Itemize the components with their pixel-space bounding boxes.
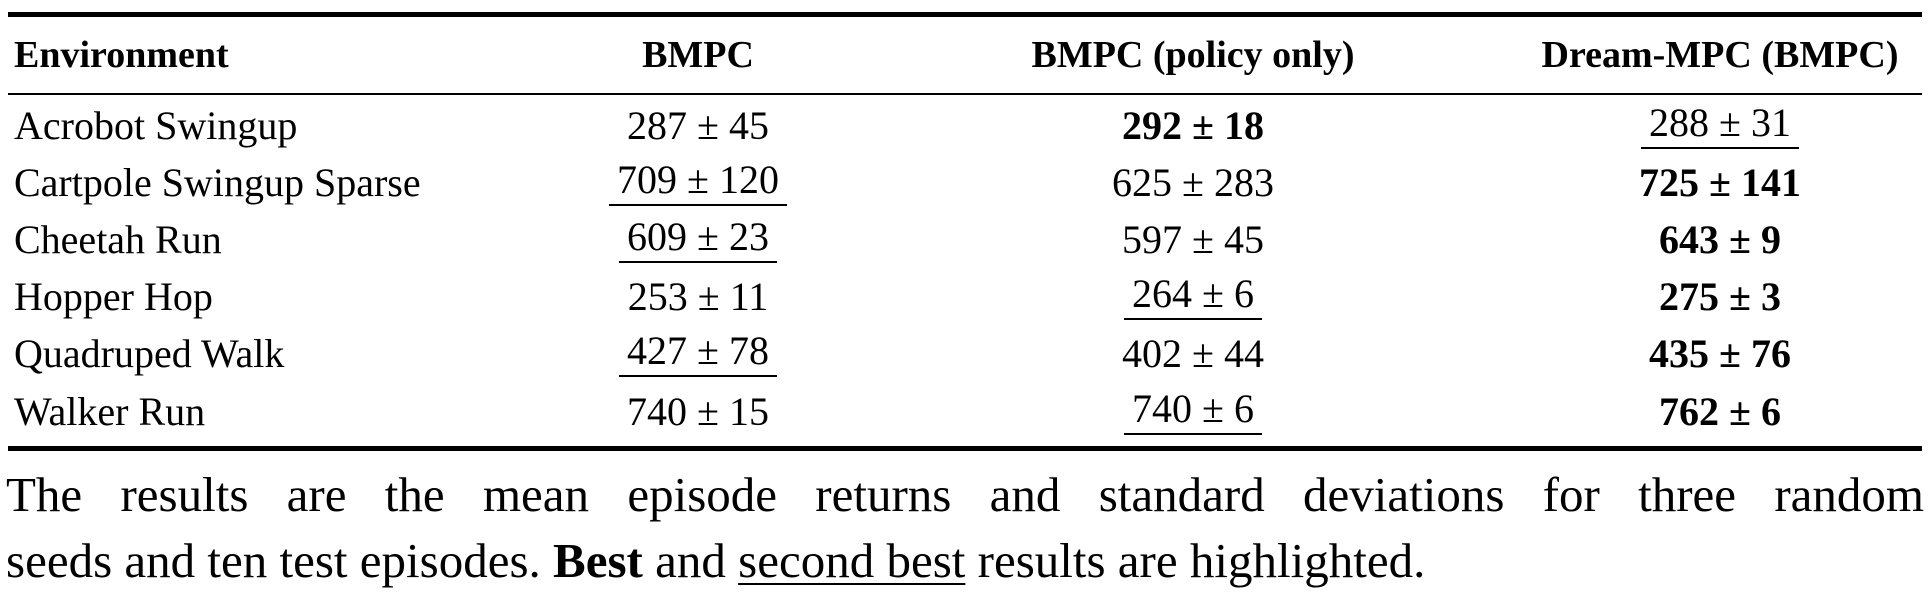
header-bmpc-policy-only: BMPC (policy only) <box>868 14 1518 95</box>
row-environment: Acrobot Swingup <box>14 102 298 148</box>
caption-line-2: seeds and ten test episodes. Best and se… <box>6 528 1924 594</box>
cell-bmpc: 609 ± 23 <box>528 211 868 268</box>
value-bmpc-policy-only: 625 ± 283 <box>1112 159 1274 205</box>
caption-text-post: results are highlighted. <box>977 533 1426 588</box>
row-environment: Cheetah Run <box>14 216 222 262</box>
header-bmpc: BMPC <box>528 14 868 95</box>
value-dream-mpc: 725 ± 141 <box>1639 159 1801 205</box>
cell-dream-mpc: 275 ± 3 <box>1518 268 1922 325</box>
header-environment: Environment <box>8 14 528 95</box>
cell-dream-mpc: 288 ± 31 <box>1518 94 1922 154</box>
value-dream-mpc: 288 ± 31 <box>1641 102 1799 149</box>
cell-dream-mpc: 725 ± 141 <box>1518 154 1922 211</box>
cell-bmpc-policy-only: 402 ± 44 <box>868 325 1518 382</box>
row-environment: Hopper Hop <box>14 273 213 319</box>
row-environment: Quadruped Walk <box>14 330 285 376</box>
cell-dream-mpc: 435 ± 76 <box>1518 325 1922 382</box>
value-dream-mpc: 762 ± 6 <box>1659 389 1781 434</box>
caption-second-best-word: second best <box>738 533 966 588</box>
table-body: Acrobot Swingup 287 ± 45 292 ± 18 288 ± … <box>8 94 1922 449</box>
value-bmpc-policy-only: 402 ± 44 <box>1122 330 1264 376</box>
cell-bmpc: 740 ± 15 <box>528 382 868 449</box>
table-row: Walker Run 740 ± 15 740 ± 6 762 ± 6 <box>8 382 1922 449</box>
header-dream-mpc-bmpc: Dream-MPC (BMPC) <box>1518 14 1922 95</box>
cell-bmpc-policy-only: 292 ± 18 <box>868 94 1518 154</box>
value-bmpc-policy-only: 740 ± 6 <box>1124 389 1262 435</box>
caption-text-pre: seeds and ten test episodes. <box>6 533 541 588</box>
value-bmpc: 427 ± 78 <box>619 330 777 377</box>
cell-dream-mpc: 643 ± 9 <box>1518 211 1922 268</box>
results-table-container: Environment BMPC BMPC (policy only) Drea… <box>8 12 1922 451</box>
cell-bmpc-policy-only: 264 ± 6 <box>868 268 1518 325</box>
table-row: Cheetah Run 609 ± 23 597 ± 45 643 ± 9 <box>8 211 1922 268</box>
cell-bmpc: 253 ± 11 <box>528 268 868 325</box>
row-environment: Walker Run <box>14 389 206 434</box>
cell-bmpc: 427 ± 78 <box>528 325 868 382</box>
caption-and-word: and <box>655 533 726 588</box>
table-row: Acrobot Swingup 287 ± 45 292 ± 18 288 ± … <box>8 94 1922 154</box>
value-bmpc-policy-only: 597 ± 45 <box>1122 216 1264 262</box>
value-bmpc: 287 ± 45 <box>627 102 769 148</box>
value-bmpc: 253 ± 11 <box>627 273 769 319</box>
value-dream-mpc: 275 ± 3 <box>1659 273 1781 319</box>
table-row: Hopper Hop 253 ± 11 264 ± 6 275 ± 3 <box>8 268 1922 325</box>
cell-bmpc-policy-only: 597 ± 45 <box>868 211 1518 268</box>
cell-bmpc-policy-only: 625 ± 283 <box>868 154 1518 211</box>
table-caption: The results are the mean episode returns… <box>6 462 1924 594</box>
caption-best-word: Best <box>553 533 643 588</box>
value-bmpc: 740 ± 15 <box>627 389 769 434</box>
table-row: Quadruped Walk 427 ± 78 402 ± 44 435 ± 7… <box>8 325 1922 382</box>
cell-bmpc: 709 ± 120 <box>528 154 868 211</box>
cell-dream-mpc: 762 ± 6 <box>1518 382 1922 449</box>
cell-bmpc-policy-only: 740 ± 6 <box>868 382 1518 449</box>
cell-bmpc: 287 ± 45 <box>528 94 868 154</box>
caption-line-1: The results are the mean episode returns… <box>6 467 1924 522</box>
table-row: Cartpole Swingup Sparse 709 ± 120 625 ± … <box>8 154 1922 211</box>
results-table: Environment BMPC BMPC (policy only) Drea… <box>8 12 1922 451</box>
row-environment: Cartpole Swingup Sparse <box>14 159 421 205</box>
value-dream-mpc: 435 ± 76 <box>1649 330 1791 376</box>
value-bmpc: 709 ± 120 <box>609 159 787 206</box>
table-header-row: Environment BMPC BMPC (policy only) Drea… <box>8 14 1922 95</box>
value-bmpc: 609 ± 23 <box>619 216 777 263</box>
value-bmpc-policy-only: 264 ± 6 <box>1124 273 1262 320</box>
value-dream-mpc: 643 ± 9 <box>1659 216 1781 262</box>
value-bmpc-policy-only: 292 ± 18 <box>1122 102 1264 148</box>
